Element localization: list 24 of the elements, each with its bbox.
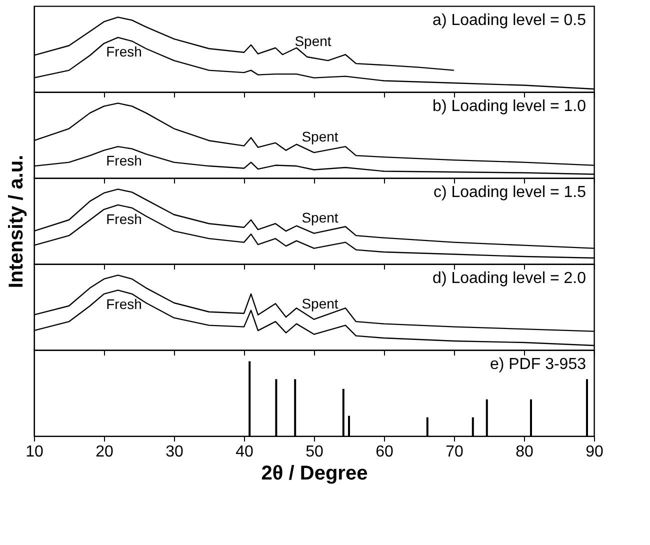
x-tick-label: 70 xyxy=(446,444,464,460)
annotation: d) Loading level = 2.0 xyxy=(432,270,586,287)
series-label: Spent xyxy=(302,128,338,145)
series-label: Fresh xyxy=(106,43,142,60)
x-axis-title: 2θ / Degree xyxy=(261,462,368,484)
annotation: a) Loading level = 0.5 xyxy=(432,12,586,29)
series-label: Fresh xyxy=(106,152,142,169)
series-label: Spent xyxy=(302,295,338,312)
x-tick-label: 20 xyxy=(96,444,114,460)
annotation: e) PDF 3-953 xyxy=(490,356,586,373)
x-tick-label: 80 xyxy=(516,444,534,460)
series-label: Spent xyxy=(302,209,338,226)
x-tick-label: 30 xyxy=(166,444,184,460)
x-tick-label: 50 xyxy=(306,444,324,460)
x-tick-label: 10 xyxy=(26,444,44,460)
x-tick-label: 60 xyxy=(376,444,394,460)
x-tick-label: 40 xyxy=(236,444,254,460)
annotation: c) Loading level = 1.5 xyxy=(433,184,586,201)
series-label: Spent xyxy=(294,32,332,49)
series-label: Fresh xyxy=(106,210,142,227)
x-tick-label: 90 xyxy=(586,444,604,460)
y-axis-title: Intensity / a.u. xyxy=(6,154,28,288)
series-label: Fresh xyxy=(106,296,142,312)
annotation: b) Loading level = 1.0 xyxy=(432,98,586,115)
